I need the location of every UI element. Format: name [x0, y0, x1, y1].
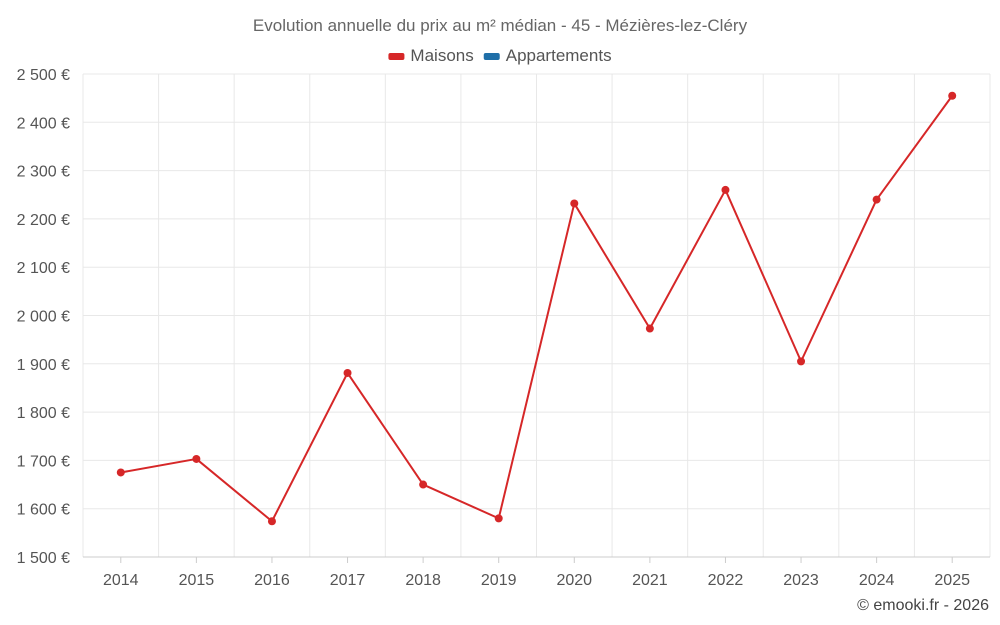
series: [116, 91, 957, 526]
x-tick-label: 2017: [330, 572, 366, 589]
data-point-2024[interactable]: [872, 195, 881, 204]
axes: 1 500 € 1 600 € 1 700 € 1 800 € 1 900 € 2 000…: [17, 67, 990, 589]
y-tick-label: 1 800 €: [17, 405, 70, 422]
x-tick-label: 2018: [405, 572, 441, 589]
x-tick-label: 2016: [254, 572, 290, 589]
data-point-2014[interactable]: [116, 468, 125, 477]
x-tick-label: 2020: [556, 572, 592, 589]
y-tick-label: 1 600 €: [17, 502, 70, 519]
x-tick-label: 2023: [783, 572, 819, 589]
x-tick-label: 2015: [179, 572, 215, 589]
y-tick-label: 2 300 €: [17, 164, 70, 181]
legend-item-maisons[interactable]: Maisons: [388, 46, 474, 65]
legend[interactable]: Maisons Appartements: [388, 46, 612, 65]
legend-label: Appartements: [506, 46, 612, 65]
credit-text: © emooki.fr - 2026: [857, 597, 989, 614]
series-line-maisons: [120, 95, 954, 523]
y-tick-label: 1 900 €: [17, 357, 70, 374]
chart-title: Evolution annuelle du prix au m² médian …: [253, 16, 748, 35]
y-tick-label: 2 200 €: [17, 212, 70, 229]
data-point-2022[interactable]: [721, 185, 730, 194]
data-point-2016[interactable]: [267, 517, 276, 526]
legend-swatch: [483, 53, 500, 60]
y-tick-label: 1 500 €: [17, 550, 70, 567]
data-point-2020[interactable]: [570, 199, 579, 208]
y-tick-label: 1 700 €: [17, 453, 70, 470]
legend-label: Maisons: [410, 46, 473, 65]
y-tick-label: 2 100 €: [17, 260, 70, 277]
data-point-2021[interactable]: [645, 324, 654, 333]
x-tick-label: 2014: [103, 572, 139, 589]
legend-item-appartements[interactable]: Appartements: [483, 46, 612, 65]
legend-swatch: [388, 53, 405, 60]
x-tick-label: 2022: [708, 572, 744, 589]
data-point-2018[interactable]: [419, 480, 428, 489]
x-tick-label: 2021: [632, 572, 668, 589]
grid: [82, 73, 991, 557]
data-point-2019[interactable]: [494, 514, 503, 523]
x-tick-label: 2019: [481, 572, 517, 589]
data-point-2025[interactable]: [948, 91, 957, 100]
y-tick-label: 2 400 €: [17, 115, 70, 132]
data-point-2017[interactable]: [343, 368, 352, 377]
y-tick-label: 2 500 €: [17, 67, 70, 84]
y-tick-label: 2 000 €: [17, 309, 70, 326]
data-point-2015[interactable]: [192, 454, 201, 463]
x-tick-label: 2024: [859, 572, 895, 589]
x-tick-label: 2025: [934, 572, 970, 589]
data-point-2023[interactable]: [797, 357, 806, 366]
